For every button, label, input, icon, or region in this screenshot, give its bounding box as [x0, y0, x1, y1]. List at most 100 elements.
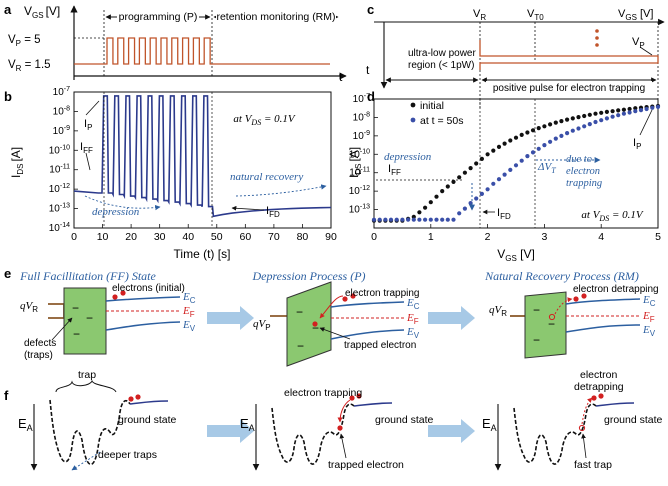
b-ytick-label: 10-9	[53, 125, 70, 137]
b-iff-leader	[85, 152, 91, 171]
d-point-t50	[406, 217, 411, 222]
panel-label-b: b	[4, 89, 12, 104]
e-rm-detrapping-label: electron detrapping	[573, 284, 659, 295]
b-xtick-label: 70	[268, 231, 280, 243]
f3-electron-1	[591, 395, 597, 401]
d-point-t50	[485, 187, 490, 192]
e-rm-ec-label: EC	[642, 294, 656, 308]
panel-c: c t VR VT0 VGS [V] VP ultra-low power re…	[366, 2, 665, 110]
d-point-initial	[570, 116, 575, 121]
d-point-initial	[525, 130, 530, 135]
f2-trapping-arrow	[337, 399, 351, 423]
d-point-t50	[417, 217, 422, 222]
d-point-t50	[610, 114, 615, 119]
e-rm-detrapping-arrow	[554, 297, 573, 315]
e-rm-electron-1	[573, 296, 579, 302]
b-depression-label: depression	[92, 206, 140, 218]
e-ff-defects-arrow	[51, 317, 73, 341]
b-xtick-label: 40	[182, 231, 194, 243]
f3-fast-trap-label: fast trap	[574, 459, 612, 471]
e-ff-diagram: qVR − − − electrons (initial) EC EF EV d…	[20, 283, 196, 361]
d-point-initial	[428, 200, 433, 205]
d-point-initial	[530, 128, 536, 133]
d-point-t50	[565, 131, 570, 136]
f3-ground-state-label: ground state	[604, 414, 663, 426]
d-ytick-label: 10-8	[353, 111, 370, 123]
f1-trap-label: trap	[78, 369, 96, 381]
f3-ground-level	[595, 402, 635, 407]
f-diagram-1: EA trap ground state deeper traps	[18, 369, 177, 471]
f1-electron-2	[135, 394, 141, 400]
f1-potential	[49, 399, 131, 466]
e-p-ev-label: EV	[406, 326, 420, 340]
e-rm-ev-label: EV	[642, 324, 656, 338]
d-plot-frame	[373, 98, 659, 229]
b-xtick-label: 80	[297, 231, 309, 243]
e-p-barrier	[286, 281, 332, 367]
d-point-t50	[604, 116, 610, 121]
d-point-t50	[491, 181, 496, 186]
d-point-t50	[377, 217, 382, 222]
e-p-trapping-arrow	[319, 295, 344, 319]
d-point-initial	[474, 161, 479, 166]
d-point-t50	[599, 118, 604, 123]
b-ytick-label: 10-12	[49, 183, 70, 195]
e-p-trapped-label: trapped electron	[344, 340, 416, 351]
panel-b: b 0 10 20 30 40 50 60 70 80 90 10-14 10-13 10-12 10-1…	[4, 86, 337, 261]
b-condition: at VDS = 0.1V	[233, 113, 295, 127]
d-legend-initial-marker	[410, 102, 416, 108]
b-depression-arrow	[84, 195, 161, 211]
d-point-t50	[462, 206, 467, 211]
f2-ground-level	[353, 402, 393, 407]
d-legend-t50: at t = 50s	[420, 115, 464, 127]
b-ytick-label: 10-7	[53, 86, 70, 98]
a-pulse-train	[74, 37, 330, 65]
d-point-initial	[457, 175, 462, 180]
c-low-power-line-2: region (< 1pW)	[408, 60, 474, 71]
d-point-initial	[621, 107, 627, 112]
panel-f: f EA trap ground state deeper traps EA	[4, 369, 663, 471]
e-title-ff: Full Facillitation (FF) State	[19, 269, 156, 283]
d-point-initial	[542, 124, 547, 129]
f-diagram-2: EA electron trapping ground state trappe…	[240, 387, 434, 471]
d-point-initial	[582, 113, 587, 119]
e-rm-ev-band	[565, 324, 641, 333]
e-ff-trap-2: −	[86, 311, 93, 325]
d-ytick-label: 10-9	[353, 130, 370, 142]
d-point-initial	[610, 109, 615, 114]
d-point-initial	[417, 210, 422, 215]
panel-d: d 0 1 2 3 4 510-1310-1210-1110-1010-910-810-7…	[347, 89, 661, 263]
c-positive-pulse-bg	[486, 81, 652, 94]
e-ff-ec-band	[105, 296, 181, 302]
d-point-t50	[627, 110, 632, 115]
d-point-initial	[553, 120, 558, 125]
e-rm-trap-3: −	[533, 333, 540, 347]
d-xtick-label: 2	[485, 231, 491, 243]
d-ip-leader	[639, 109, 653, 136]
f1-ground-state-label: ground state	[118, 414, 177, 426]
d-point-t50	[530, 150, 536, 155]
d-ylabel: IDS[A]	[347, 147, 363, 178]
d-series-t50	[371, 104, 661, 222]
e-rm-ec-band	[565, 298, 641, 305]
d-delta-vt: ΔVT	[537, 161, 556, 175]
d-point-initial	[587, 112, 592, 117]
d-xtick-label: 0	[371, 231, 377, 243]
e-ff-defects-1: defects	[24, 338, 56, 349]
d-point-t50	[371, 217, 377, 222]
b-xtick-label: 10	[97, 231, 109, 243]
e-ff-barrier	[63, 287, 107, 355]
e-ff-defects-2: (traps)	[24, 350, 53, 361]
b-ytick-label: 10-10	[49, 144, 70, 156]
d-point-t50	[457, 211, 462, 216]
d-point-initial	[633, 106, 638, 111]
d-point-initial	[502, 141, 507, 146]
d-point-t50	[655, 104, 661, 109]
c-positive-pulse-label: positive pulse for electron trapping	[493, 83, 645, 94]
b-ytick-label: 10-11	[49, 164, 70, 176]
d-point-initial	[593, 111, 598, 116]
f2-electron-2	[356, 393, 362, 399]
e-ff-electron-2	[120, 290, 126, 296]
c-dot-1	[595, 29, 599, 33]
